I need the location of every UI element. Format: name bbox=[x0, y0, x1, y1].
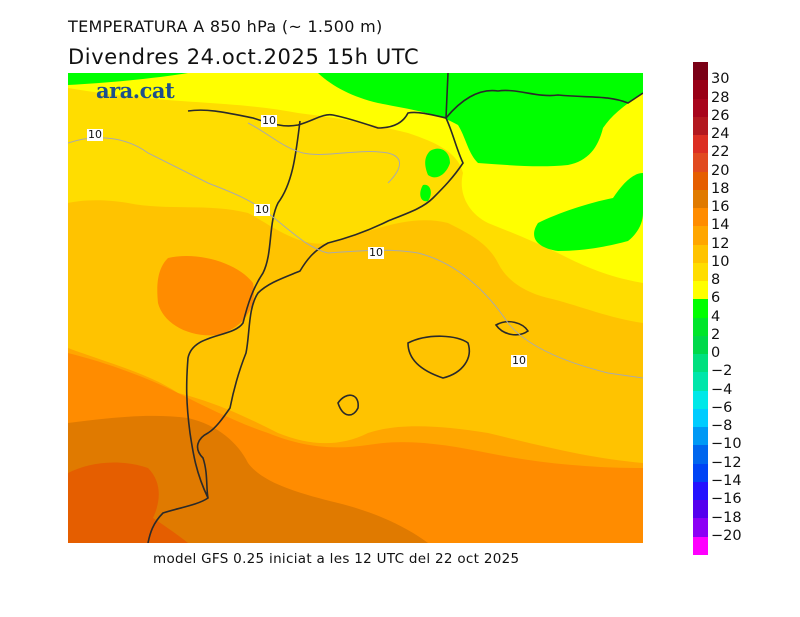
legend-label: −18 bbox=[711, 509, 742, 526]
legend-label: −8 bbox=[711, 418, 733, 435]
temp-band-18-20 bbox=[68, 462, 188, 543]
temp-band-4-6-patch bbox=[420, 148, 450, 202]
legend-label: 2 bbox=[711, 326, 721, 343]
legend-label: 24 bbox=[711, 126, 730, 143]
legend-swatch bbox=[693, 500, 708, 519]
legend-label: −20 bbox=[711, 527, 742, 544]
contour-label: 10 bbox=[87, 128, 103, 141]
legend-swatch bbox=[693, 427, 708, 446]
contour-label: 10 bbox=[261, 114, 277, 127]
legend-swatch bbox=[693, 262, 708, 281]
map-datetime: Divendres 24.oct.2025 15h UTC bbox=[68, 45, 420, 69]
temperature-map bbox=[68, 73, 643, 543]
legend-label: −16 bbox=[711, 491, 742, 508]
legend-swatch bbox=[693, 408, 708, 427]
legend-label: 22 bbox=[711, 144, 730, 161]
temp-band-16-18 bbox=[68, 415, 428, 543]
color-legend bbox=[693, 62, 708, 555]
legend-label: 20 bbox=[711, 162, 730, 179]
map-title: TEMPERATURA A 850 hPa (~ 1.500 m) bbox=[68, 17, 383, 36]
legend-swatch bbox=[693, 135, 708, 154]
legend-label: −4 bbox=[711, 381, 733, 398]
legend-label: 10 bbox=[711, 253, 730, 270]
legend-label: 12 bbox=[711, 235, 730, 252]
legend-swatch bbox=[693, 153, 708, 172]
legend-label: 6 bbox=[711, 290, 721, 307]
legend-swatch bbox=[693, 536, 708, 555]
legend-swatch bbox=[693, 299, 708, 318]
legend-swatch bbox=[693, 518, 708, 537]
legend-label: −6 bbox=[711, 399, 733, 416]
legend-label: 14 bbox=[711, 217, 730, 234]
legend-label: −10 bbox=[711, 436, 742, 453]
isotherm-10 bbox=[68, 122, 643, 379]
legend-label: 8 bbox=[711, 272, 721, 289]
legend-swatch bbox=[693, 208, 708, 227]
legend-label: −2 bbox=[711, 363, 733, 380]
legend-swatch bbox=[693, 98, 708, 117]
legend-swatch bbox=[693, 354, 708, 373]
contour-label: 10 bbox=[511, 354, 527, 367]
contour-label: 10 bbox=[368, 246, 384, 259]
legend-swatch bbox=[693, 62, 708, 81]
temp-band-4-6-north bbox=[318, 73, 643, 167]
legend-label: −14 bbox=[711, 472, 742, 489]
legend-swatch bbox=[693, 372, 708, 391]
legend-label: 0 bbox=[711, 345, 721, 362]
model-info: model GFS 0.25 iniciat a les 12 UTC del … bbox=[153, 551, 520, 567]
legend-swatch bbox=[693, 189, 708, 208]
legend-label: 28 bbox=[711, 89, 730, 106]
legend-swatch bbox=[693, 317, 708, 336]
legend-label: 16 bbox=[711, 199, 730, 216]
legend-swatch bbox=[693, 281, 708, 300]
legend-swatch bbox=[693, 244, 708, 263]
temp-band-4-6-east bbox=[534, 173, 643, 251]
legend-swatch bbox=[693, 481, 708, 500]
legend-swatch bbox=[693, 463, 708, 482]
legend-swatch bbox=[693, 80, 708, 99]
legend-swatch bbox=[693, 390, 708, 409]
legend-swatch bbox=[693, 445, 708, 464]
legend-label: 30 bbox=[711, 71, 730, 88]
ara-cat-logo: ara.cat bbox=[96, 78, 175, 103]
legend-label: −12 bbox=[711, 454, 742, 471]
legend-swatch bbox=[693, 226, 708, 245]
legend-swatch bbox=[693, 335, 708, 354]
legend-swatch bbox=[693, 116, 708, 135]
legend-label: 26 bbox=[711, 107, 730, 124]
temp-band-4-6-west bbox=[68, 73, 188, 85]
legend-swatch bbox=[693, 171, 708, 190]
legend-label: 4 bbox=[711, 308, 721, 325]
legend-label: 18 bbox=[711, 180, 730, 197]
contour-label: 10 bbox=[254, 203, 270, 216]
